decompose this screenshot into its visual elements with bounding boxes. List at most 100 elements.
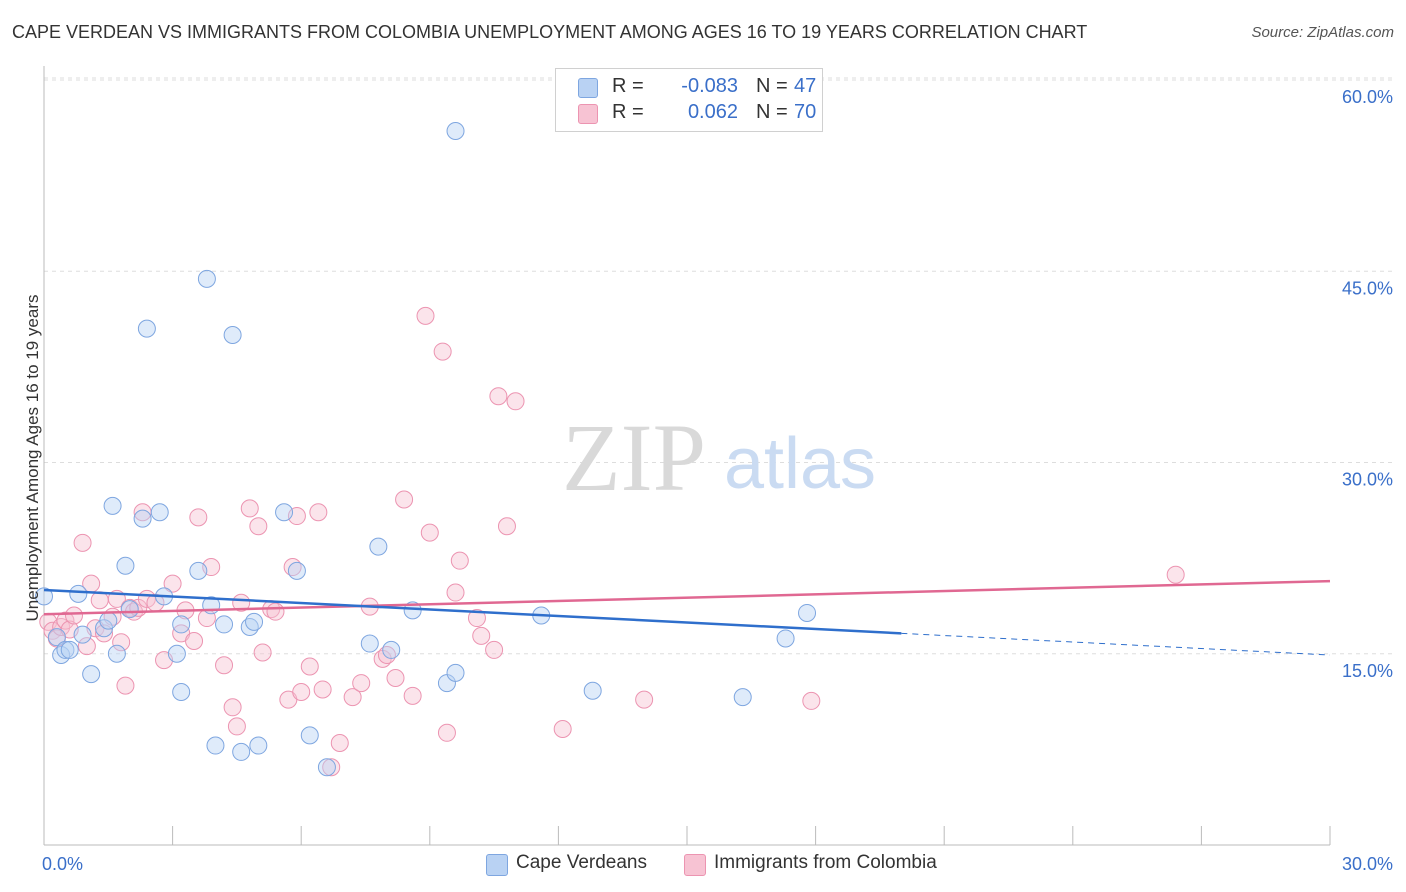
- colombia-point: [446, 583, 465, 602]
- colombia-point: [802, 691, 821, 710]
- colombia-point: [497, 517, 516, 536]
- legend-n-label: N =: [756, 75, 788, 97]
- cape-verdean-point: [206, 736, 225, 755]
- cape-verdean-point: [69, 584, 88, 603]
- legend-swatch-blue: [578, 78, 598, 98]
- colombia-point: [553, 719, 572, 738]
- legend-r-value: -0.083: [681, 75, 738, 97]
- trend-line-colombia: [43, 579, 1331, 616]
- colombia-point: [420, 523, 439, 542]
- watermark-zip: ZIP: [562, 404, 706, 511]
- cape-verdean-point: [733, 688, 752, 707]
- colombia-point: [77, 637, 96, 656]
- colombia-point: [266, 602, 285, 621]
- colombia-point: [1166, 565, 1185, 584]
- colombia-point: [232, 593, 251, 612]
- cape-verdean-point: [172, 683, 191, 701]
- cape-verdean-point: [215, 615, 234, 634]
- colombia-point: [240, 499, 259, 518]
- cape-verdean-point: [300, 726, 319, 745]
- colombia-point: [386, 668, 405, 687]
- legend-r-label: R =: [612, 75, 644, 97]
- watermark-atlas: atlas: [724, 424, 876, 504]
- cape-verdean-point: [189, 561, 208, 580]
- cape-verdean-point: [249, 736, 268, 755]
- cape-verdean-point: [150, 503, 169, 522]
- colombia-point: [403, 686, 422, 705]
- legend-r-value: 0.062: [687, 101, 738, 123]
- cape-verdean-point: [99, 611, 118, 630]
- colombia-point: [73, 533, 92, 552]
- cape-verdean-point: [287, 561, 306, 580]
- colombia-point: [65, 606, 84, 625]
- cape-verdean-point: [35, 587, 53, 606]
- cape-verdean-point: [275, 503, 294, 522]
- colombia-point: [163, 574, 182, 593]
- colombia-point: [313, 680, 332, 699]
- colombia-point: [215, 656, 234, 675]
- tick-labels: 15.0% 30.0% 45.0% 60.0% 0.0% 30.0%: [42, 87, 1393, 874]
- bottom-legend-label: Cape Verdeans: [516, 852, 647, 873]
- colombia-point: [433, 342, 452, 361]
- colombia-point: [330, 734, 349, 752]
- colombia-point: [189, 508, 208, 527]
- colombia-point: [300, 657, 319, 676]
- bottom-legend-swatch-pink: [684, 854, 706, 876]
- colombia-point: [56, 611, 75, 630]
- colombia-point: [506, 392, 525, 411]
- y-tick-label: 15.0%: [1342, 661, 1393, 681]
- cape-verdean-point: [47, 628, 66, 647]
- correlation-legend: R = -0.083 N = 47 R = 0.062 N = 70: [555, 68, 823, 132]
- watermark: ZIP atlas: [562, 404, 876, 511]
- cape-verdean-point: [107, 644, 126, 663]
- trend-lines: [43, 579, 1331, 656]
- colombia-point: [249, 517, 268, 536]
- colombia-point: [472, 626, 491, 645]
- cape-verdean-point: [133, 509, 152, 528]
- colombia-point: [343, 688, 362, 707]
- colombia-point: [489, 387, 508, 406]
- cape-verdean-point: [583, 681, 602, 700]
- y-tick-label: 30.0%: [1342, 470, 1393, 490]
- cape-verdean-point: [73, 625, 92, 644]
- colombia-point: [309, 503, 328, 522]
- cape-verdean-point: [245, 612, 264, 631]
- axes: [43, 66, 1331, 846]
- y-axis-label: Unemployment Among Ages 16 to 19 years: [23, 295, 42, 622]
- cape-verdean-point: [232, 742, 251, 761]
- cape-verdean-point: [116, 556, 135, 575]
- cape-verdean-point: [798, 603, 817, 622]
- colombia-point: [485, 640, 504, 659]
- colombia-point: [112, 633, 131, 652]
- cape-verdean-point: [60, 640, 79, 659]
- cape-verdean-point: [382, 640, 401, 659]
- cape-verdean-point: [172, 615, 191, 634]
- colombia-point: [322, 758, 341, 777]
- colombia-point: [227, 717, 246, 736]
- colombia-point: [450, 551, 469, 570]
- cape-verdean-point: [446, 663, 465, 682]
- colombia-point: [352, 674, 371, 693]
- colombia-point: [253, 643, 272, 662]
- cape-verdean-point: [82, 665, 101, 684]
- colombia-point: [437, 723, 456, 742]
- x-tick-label-max: 30.0%: [1342, 854, 1393, 874]
- source-credit: Source: ZipAtlas.com: [1251, 24, 1394, 41]
- x-tick-label-min: 0.0%: [42, 854, 83, 874]
- cape-verdean-point: [197, 269, 216, 288]
- cape-verdean-point: [103, 496, 122, 515]
- bottom-legend-swatch-blue: [486, 854, 508, 876]
- legend-n-label: N =: [756, 101, 788, 123]
- colombia-point: [116, 676, 135, 695]
- cape-verdean-point: [776, 629, 795, 648]
- colombia-point: [416, 306, 435, 325]
- legend-r-label: R =: [612, 101, 644, 123]
- grid-lines: [44, 77, 1392, 655]
- legend-n-value: 47: [794, 75, 817, 97]
- cape-verdean-point: [369, 537, 388, 556]
- legend-n-value: 70: [794, 101, 817, 123]
- colombia-point: [185, 632, 204, 650]
- y-tick-label: 45.0%: [1342, 278, 1393, 298]
- cape-verdean-point: [137, 319, 156, 338]
